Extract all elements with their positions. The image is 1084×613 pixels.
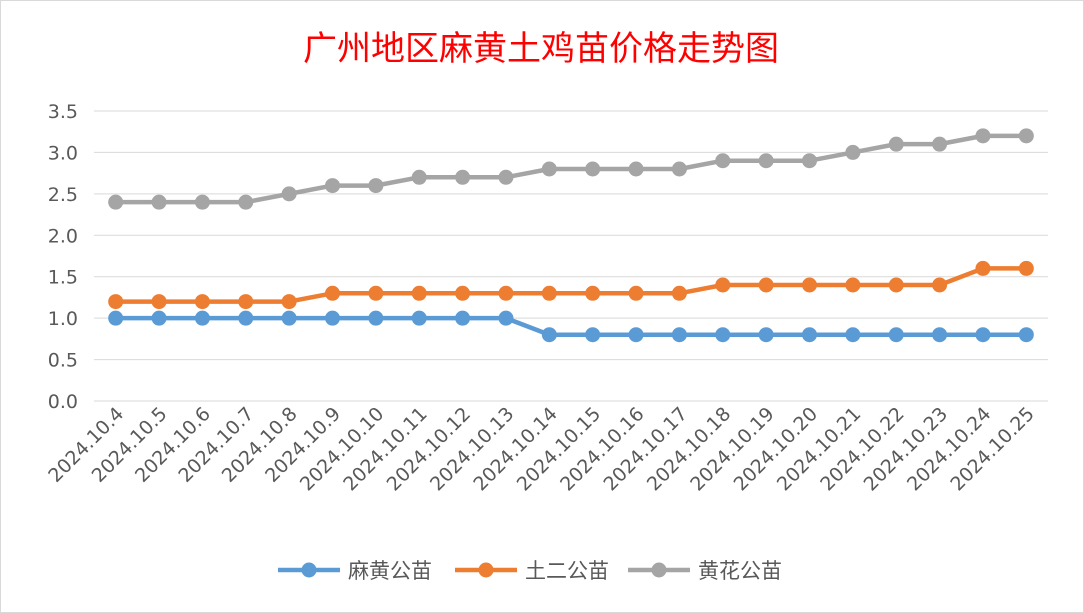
y-tick-label: 1.0 [48, 308, 78, 330]
data-point [238, 194, 254, 210]
y-tick-label: 0.0 [48, 391, 78, 413]
data-point [411, 169, 427, 185]
data-point [758, 327, 774, 343]
data-point [455, 285, 471, 301]
data-point [238, 294, 254, 310]
data-point [498, 285, 514, 301]
data-point [498, 169, 514, 185]
series-line [115, 133, 1027, 205]
y-tick-label: 3.5 [48, 101, 78, 123]
data-point [541, 161, 557, 177]
data-point [628, 285, 644, 301]
data-point [1018, 327, 1034, 343]
series-2 [108, 260, 1034, 310]
legend-dot-marker [478, 562, 494, 578]
legend-label: 土二公苗 [525, 559, 609, 583]
data-point [932, 327, 948, 343]
data-point [455, 169, 471, 185]
data-point [888, 136, 904, 152]
data-point [325, 178, 340, 194]
data-point [194, 294, 210, 310]
data-point [585, 327, 601, 343]
data-point [628, 327, 644, 343]
y-tick-label: 0.5 [48, 350, 78, 372]
data-point [368, 285, 384, 301]
data-point [715, 153, 731, 169]
data-point [715, 277, 731, 293]
data-point [368, 178, 384, 194]
legend-item: 麻黄公苗 [278, 559, 432, 583]
data-point [758, 277, 774, 293]
data-point [368, 310, 384, 326]
y-tick-label: 3.0 [48, 142, 78, 164]
data-point [238, 310, 254, 326]
data-point [325, 285, 340, 301]
series-1 [108, 310, 1034, 343]
data-point [888, 277, 904, 293]
series-line [115, 315, 1027, 337]
data-point [108, 294, 124, 310]
data-point [194, 194, 210, 210]
data-point [975, 128, 991, 144]
data-point [802, 153, 817, 169]
data-point [845, 277, 861, 293]
data-point [802, 327, 817, 343]
data-point [975, 327, 991, 343]
series-3 [108, 128, 1034, 210]
legend-item: 黄花公苗 [628, 559, 782, 583]
series-line [115, 266, 1027, 304]
legend-label: 麻黄公苗 [348, 559, 432, 583]
data-point [1018, 260, 1034, 276]
y-tick-label: 2.0 [48, 225, 78, 247]
data-point [975, 260, 991, 276]
data-point [151, 194, 167, 210]
data-point [628, 161, 644, 177]
legend-label: 黄花公苗 [698, 559, 782, 583]
data-point [151, 294, 167, 310]
series-group [108, 128, 1034, 343]
data-point [932, 277, 948, 293]
legend-dot-marker [651, 562, 667, 578]
data-point [281, 310, 297, 326]
data-point [845, 327, 861, 343]
data-point [715, 327, 731, 343]
chart-title: 广州地区麻黄土鸡苗价格走势图 [303, 29, 779, 69]
data-point [845, 144, 861, 160]
data-point [151, 310, 167, 326]
data-point [671, 285, 687, 301]
data-point [108, 310, 124, 326]
data-point [281, 294, 297, 310]
data-point [932, 136, 948, 152]
data-point [802, 277, 817, 293]
data-point [585, 285, 601, 301]
y-axis-tick-labels: 0.0 0.5 1.0 1.5 2.0 2.5 3.0 3.5 [48, 101, 78, 413]
data-point [1018, 128, 1034, 144]
legend-dot-marker [301, 562, 317, 578]
data-point [758, 153, 774, 169]
y-tick-label: 2.5 [48, 184, 78, 206]
data-point [325, 310, 340, 326]
x-axis-tick-labels: 2024.10.42024.10.52024.10.62024.10.72024… [44, 403, 1039, 495]
data-point [671, 327, 687, 343]
data-point [498, 310, 514, 326]
data-point [194, 310, 210, 326]
legend: 麻黄公苗 土二公苗 黄花公苗 [278, 559, 782, 583]
data-point [108, 194, 124, 210]
data-point [411, 285, 427, 301]
data-point [455, 310, 471, 326]
data-point [888, 327, 904, 343]
data-point [585, 161, 601, 177]
data-point [671, 161, 687, 177]
y-tick-label: 1.5 [48, 267, 78, 289]
data-point [541, 327, 557, 343]
legend-item: 土二公苗 [455, 559, 609, 583]
data-point [281, 186, 297, 202]
data-point [411, 310, 427, 326]
data-point [541, 285, 557, 301]
gridlines [94, 110, 1048, 402]
